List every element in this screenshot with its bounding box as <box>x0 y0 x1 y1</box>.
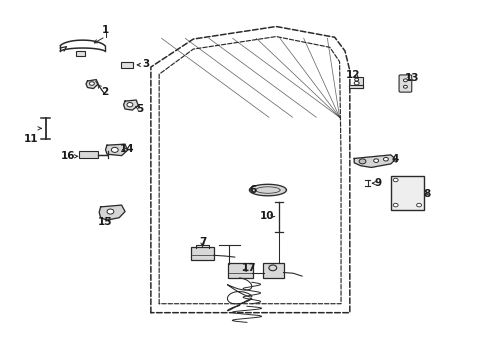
Text: 6: 6 <box>249 185 256 195</box>
Text: 15: 15 <box>98 217 113 227</box>
FancyBboxPatch shape <box>263 263 284 278</box>
FancyBboxPatch shape <box>121 62 133 68</box>
Bar <box>79 151 98 158</box>
Bar <box>390 176 423 211</box>
Text: 17: 17 <box>242 263 256 273</box>
Text: 14: 14 <box>120 144 135 154</box>
Circle shape <box>127 103 133 107</box>
Bar <box>76 51 85 56</box>
Bar <box>355 77 362 88</box>
Bar <box>348 85 362 88</box>
Circle shape <box>403 85 407 88</box>
Text: 8: 8 <box>423 189 430 199</box>
Circle shape <box>373 159 378 162</box>
FancyBboxPatch shape <box>227 263 253 278</box>
Polygon shape <box>86 80 98 89</box>
Text: 12: 12 <box>346 70 360 80</box>
Text: 4: 4 <box>391 154 399 164</box>
Text: 3: 3 <box>142 59 149 69</box>
Circle shape <box>354 78 358 81</box>
FancyBboxPatch shape <box>191 247 213 260</box>
Text: 1: 1 <box>102 25 109 35</box>
Polygon shape <box>99 205 125 220</box>
Polygon shape <box>123 100 138 110</box>
Text: 7: 7 <box>199 237 206 247</box>
Text: 9: 9 <box>373 178 381 188</box>
Circle shape <box>358 159 365 164</box>
Circle shape <box>268 265 276 271</box>
Text: 13: 13 <box>404 73 418 83</box>
Text: 2: 2 <box>101 87 108 97</box>
Polygon shape <box>353 155 395 167</box>
Circle shape <box>392 178 397 182</box>
Text: 11: 11 <box>24 134 39 144</box>
Circle shape <box>403 79 407 82</box>
Text: 5: 5 <box>136 104 143 114</box>
Circle shape <box>392 203 397 207</box>
Polygon shape <box>249 184 286 196</box>
Text: 16: 16 <box>61 150 75 161</box>
Text: 10: 10 <box>260 211 274 221</box>
Circle shape <box>89 82 94 85</box>
FancyBboxPatch shape <box>398 75 411 92</box>
Circle shape <box>107 209 114 214</box>
Polygon shape <box>105 144 127 156</box>
Circle shape <box>383 157 387 161</box>
Circle shape <box>111 147 118 152</box>
Circle shape <box>353 81 358 85</box>
Circle shape <box>416 203 421 207</box>
